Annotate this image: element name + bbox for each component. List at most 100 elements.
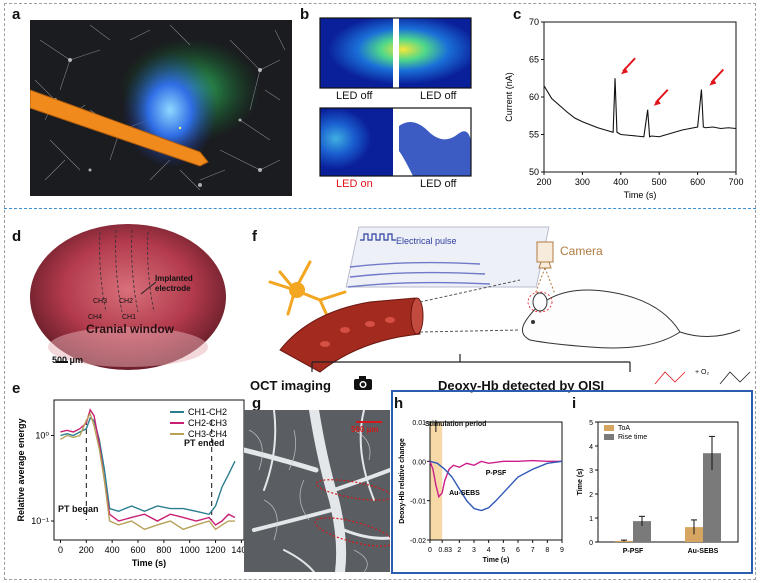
legend-swatch <box>604 434 614 440</box>
x-tick-label: 7 <box>531 547 535 554</box>
x-tick-label: 400 <box>613 177 628 187</box>
y-tick-label: -0.02 <box>410 538 426 545</box>
panel-f-reaction-label: + O₂ <box>695 369 710 376</box>
panel-d-electrode-label: Implanted electrode <box>155 274 193 293</box>
x-tick-label: 400 <box>105 545 120 555</box>
x-tick-label: P-PSF <box>623 548 644 555</box>
panel-label-g: g <box>252 395 262 412</box>
x-tick-label: Au-SEBS <box>688 548 719 555</box>
figure-frame-bottom <box>4 210 756 580</box>
blood-vessel-illustration <box>279 297 424 373</box>
x-tick-label: 2 <box>457 547 461 554</box>
x-tick-label: 500 <box>652 177 667 187</box>
y-tick-label: 65 <box>529 55 539 65</box>
panel-e-annotation-start: PT began <box>58 504 99 514</box>
plot-frame <box>597 421 739 543</box>
x-axis-label: Time (s) <box>132 558 166 568</box>
y-tick-label: 10⁻¹ <box>31 516 49 526</box>
x-tick-label: 200 <box>536 177 551 187</box>
panel-b-label-bottom-right: LED off <box>420 178 457 190</box>
panel-d-ch1: CH1 <box>122 314 137 321</box>
panel-f-camera-label: Camera <box>560 244 603 258</box>
panel-d-cranial-window-photo <box>30 224 226 370</box>
panel-f-schematic <box>268 226 751 385</box>
panel-f-pulse-label: Electrical pulse <box>396 236 457 246</box>
series-line-CH1-CH2 <box>60 416 236 516</box>
y-axis-label: Current (nA) <box>504 72 514 122</box>
x-tick-label: 1400 <box>231 545 250 555</box>
y-tick-label: 55 <box>529 130 539 140</box>
y-tick-label: 2 <box>589 492 593 499</box>
x-axis-label: Time (s) <box>624 190 657 200</box>
panel-label-a: a <box>12 6 21 23</box>
y-tick-label: 0 <box>589 540 593 547</box>
mouse-illustration <box>521 289 741 349</box>
top-divider <box>4 208 756 209</box>
panel-d-ch3: CH3 <box>93 298 108 305</box>
x-tick-label: 1200 <box>206 545 226 555</box>
panel-b-label-top-right: LED off <box>420 90 457 102</box>
neuron-illustration <box>268 260 347 324</box>
y-tick-label: 0.00 <box>412 459 426 466</box>
x-tick-label: 600 <box>690 177 705 187</box>
y-tick-label: 50 <box>529 167 539 177</box>
x-tick-label: 1000 <box>180 545 200 555</box>
series-label-P-PSF: P-PSF <box>486 470 507 477</box>
bar-Rise time-P-PSF <box>633 521 651 542</box>
y-axis-label: Time (s) <box>577 469 584 496</box>
y-tick-label: 3 <box>589 468 593 475</box>
legend-label: CH1-CH2 <box>188 407 227 417</box>
stimulation-shade <box>430 422 443 540</box>
bar-ToA-Au-SEBS <box>685 527 703 542</box>
x-tick-label: 600 <box>130 545 145 555</box>
panel-label-b: b <box>300 6 310 23</box>
series-line-CH3-CH4 <box>60 411 235 531</box>
panel-label-e: e <box>12 380 21 397</box>
legend-swatch <box>604 425 614 431</box>
y-tick-label: 60 <box>529 92 539 102</box>
plot-frame <box>543 21 737 173</box>
panel-g-oct-image <box>244 410 390 572</box>
panel-hi-border <box>391 390 753 574</box>
legend-label: CH2-CH3 <box>188 418 227 428</box>
legend-label: Rise time <box>618 434 647 441</box>
x-tick-label: 300 <box>575 177 590 187</box>
red-arrow-head <box>653 98 661 106</box>
y-axis-label: Deoxy-Hb relative change <box>399 438 406 524</box>
y-tick-label: 0.01 <box>412 420 426 427</box>
current-series-line <box>543 78 737 138</box>
x-tick-label: 3 <box>472 547 476 554</box>
y-tick-label: 1 <box>589 516 593 523</box>
legend-label: ToA <box>618 425 630 432</box>
x-tick-label: 9 <box>560 547 564 554</box>
panel-e-annotation-end: PT ended <box>184 438 225 448</box>
panel-label-h: h <box>394 395 404 412</box>
camera-icon <box>353 375 373 396</box>
x-tick-label: 700 <box>728 177 743 187</box>
panel-e-energy-chart: 0 200 400 600 800 1000 1200 140010⁻¹10⁰CH1-CH2C… <box>16 399 250 568</box>
x-tick-label: 8 <box>545 547 549 554</box>
panel-label-f: f <box>252 228 257 245</box>
panel-f-oct-label: OCT imaging <box>250 378 331 393</box>
series-label-Au-SEBS: Au-SEBS <box>449 490 480 497</box>
red-arrow-head <box>621 67 629 75</box>
x-tick-label: 5 <box>501 547 505 554</box>
panel-i-bar-chart: 0 1 2 3 4 5 P-PSF Au-SEBS ToA Rise time Time (s) <box>577 420 739 555</box>
y-tick-label: 70 <box>529 17 539 27</box>
bar-Rise time-Au-SEBS <box>703 453 721 542</box>
red-arrow-head <box>709 78 717 86</box>
panel-c-current-chart: 200 300 400 500 600 700 50 55 60 65 70 Time (s) Curr… <box>504 17 744 200</box>
series-line-P-PSF <box>429 459 562 499</box>
x-tick-label: 0.83 <box>438 547 452 554</box>
y-tick-label: 10⁰ <box>35 430 49 440</box>
panel-h-annotation: Stimulation period <box>425 421 487 428</box>
y-axis-label: Relative average energy <box>16 418 26 521</box>
x-tick-label: 0 <box>58 545 63 555</box>
x-tick-label: 6 <box>516 547 520 554</box>
series-line-Au-SEBS <box>429 460 563 512</box>
y-tick-label: 5 <box>589 420 593 427</box>
plot-frame <box>429 421 563 541</box>
panel-label-d: d <box>12 228 22 245</box>
panel-d-ch2: CH2 <box>119 298 134 305</box>
panel-g-scale: 500 μm <box>351 425 379 434</box>
